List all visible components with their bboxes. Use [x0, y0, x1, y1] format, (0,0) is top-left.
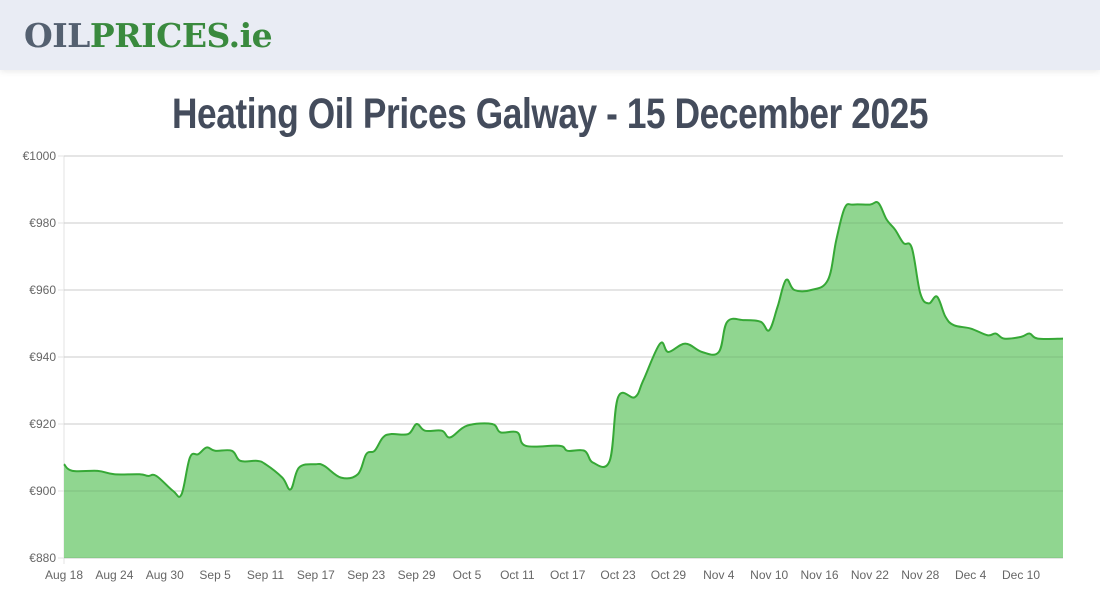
price-area-fill	[64, 201, 1063, 559]
x-tick-label: Sep 5	[199, 568, 231, 582]
x-tick-label: Sep 23	[347, 568, 385, 582]
x-tick-label: Nov 22	[851, 568, 889, 582]
x-tick-label: Oct 11	[500, 568, 535, 582]
site-header: OILPRICES.ie	[0, 0, 1100, 70]
y-tick-label: €1000	[23, 149, 57, 163]
x-tick-label: Oct 29	[651, 568, 687, 582]
x-tick-label: Dec 4	[955, 568, 987, 582]
logo-prices-text: PRICES	[89, 16, 229, 55]
x-tick-label: Nov 28	[901, 568, 939, 582]
x-tick-label: Aug 18	[45, 568, 83, 582]
x-tick-label: Aug 30	[146, 568, 184, 582]
x-axis: Aug 18 Aug 24 Aug 30 Sep 5 Sep 11 Sep 17 Sep 2…	[45, 568, 1040, 582]
x-tick-label: Sep 29	[398, 568, 436, 582]
chart-gridlines-overlay	[64, 155, 1063, 559]
x-tick-label: Nov 4	[703, 568, 735, 582]
y-tick-label: €960	[29, 283, 56, 297]
x-tick-label: Sep 17	[297, 568, 335, 582]
logo-oil-text: OIL	[24, 16, 90, 55]
y-tick-label: €900	[29, 484, 56, 498]
logo-tld-text: .ie	[228, 16, 273, 55]
x-tick-label: Aug 24	[95, 568, 133, 582]
x-tick-label: Nov 16	[801, 568, 839, 582]
y-tick-label: €940	[29, 350, 56, 364]
y-axis: €880 €900 €920 €940 €960 €980 €1000	[23, 149, 57, 565]
x-tick-label: Oct 23	[600, 568, 636, 582]
y-tick-label: €980	[29, 216, 56, 230]
page-title: Heating Oil Prices Galway - 15 December …	[171, 90, 929, 138]
x-tick-label: Nov 10	[750, 568, 788, 582]
price-line	[63, 200, 1064, 498]
x-tick-label: Oct 17	[550, 568, 586, 582]
x-tick-label: Sep 11	[247, 568, 284, 582]
site-logo[interactable]: OILPRICES.ie	[24, 16, 273, 56]
x-tick-label: Dec 10	[1002, 568, 1040, 582]
y-tick-label: €880	[29, 551, 56, 565]
x-tick-label: Oct 5	[453, 568, 482, 582]
y-tick-label: €920	[29, 417, 56, 431]
